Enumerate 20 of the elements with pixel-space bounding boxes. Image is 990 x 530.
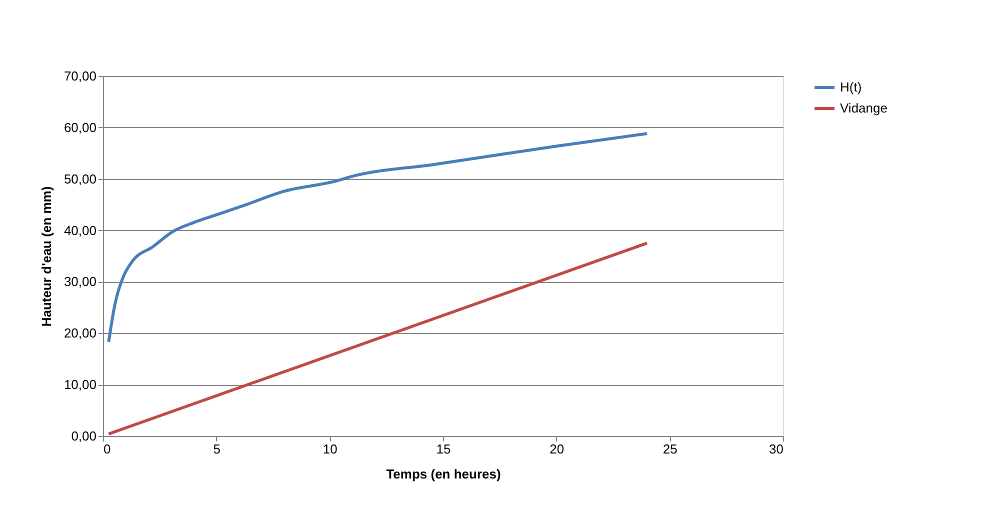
x-tick-label: 0 (104, 442, 111, 456)
y-tick-label: 10,00 (64, 377, 96, 392)
x-tick-label: 30 (769, 442, 784, 456)
y-tick-label: 20,00 (64, 326, 96, 341)
x-axis-title: Temps (en heures) (386, 466, 501, 482)
legend-label: Vidange (840, 100, 888, 116)
y-tick-label: 30,00 (64, 274, 96, 290)
x-tick-label: 25 (662, 442, 678, 456)
x-tick-label: 20 (550, 442, 564, 456)
x-tick-label: 10 (322, 442, 338, 456)
y-tick-label: 40,00 (64, 222, 96, 238)
legend-label: H(t) (840, 80, 862, 94)
y-axis-title: Hauteur d'eau (en mm) (38, 186, 54, 327)
y-tick-label: 60,00 (64, 120, 96, 135)
x-tick-label: 15 (436, 442, 451, 456)
y-tick-label: 70,00 (64, 68, 96, 84)
y-tick-label: 0,00 (71, 428, 96, 444)
y-tick-label: 50,00 (64, 171, 96, 186)
x-tick-label: 5 (213, 442, 220, 456)
line-series (107, 132, 648, 344)
